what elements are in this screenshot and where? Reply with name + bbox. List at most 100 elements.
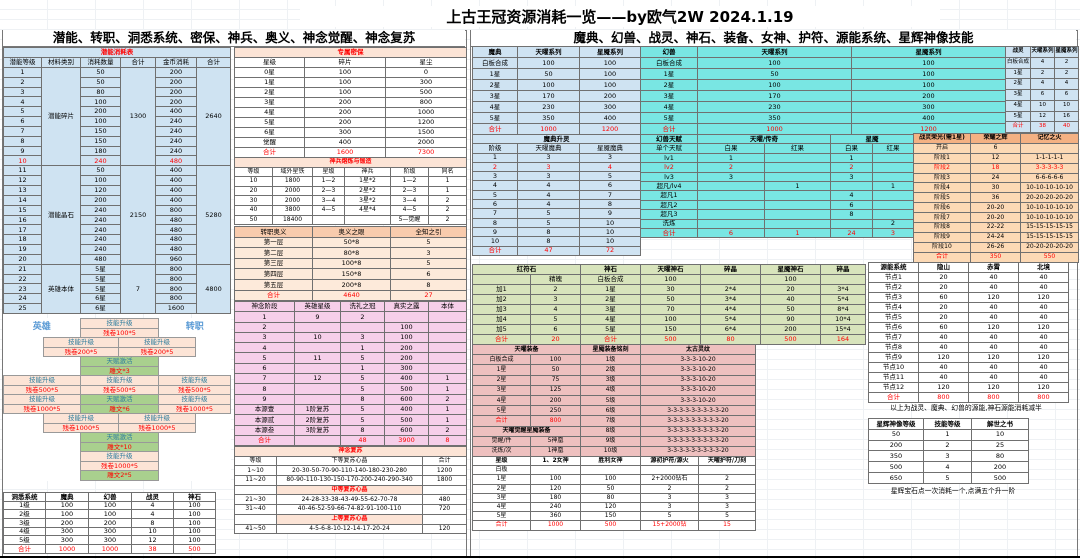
cell [764,199,831,211]
cell: 1 [764,227,831,239]
cell: 2星 [472,374,531,386]
table-row: 21~30 24-28-33-38-43-49-55-62-70-78 480 [234,494,468,506]
table-row: 8 5 10 [472,217,641,228]
cell: 天曜系列 [517,46,580,58]
cell: 第三层 [234,257,313,270]
cell [764,162,831,173]
table-row: 合计 1600 7300 [234,147,467,158]
cell: 960 [155,253,197,265]
cell: 4 [1030,56,1055,69]
cell: 480 [155,155,197,167]
cell: 100 [851,79,1006,91]
table-row: 天赋激活 [4,356,231,367]
cell: 120 [1018,292,1069,303]
table-row: 幻兽 天曜系列 星魇系列 [640,46,1006,58]
skill-upgrade-tree: 英雄 技能升级 转职 残卷100*5 技能升级 技能升级 残卷200*5 残卷200*5 天赋激… [2,318,232,481]
cell: 节点10 [868,362,919,373]
cell [294,383,341,395]
table-row: 1星 50 2级 3-3-3-10-20 [472,364,757,376]
table-row: 节点8 40 40 40 [868,342,1069,353]
cell: 300 [385,77,467,88]
cell: 40 [1018,312,1069,323]
cell [872,162,914,173]
cell: 350 [970,251,1021,263]
cell: 120 [421,523,468,535]
cell: 本源贰 [234,414,295,426]
table-row: 红符石 神石 天曜神石 碎晶 星魇神石 碎晶 [472,264,866,275]
yuanneng-note: 以上为战灵、魔典、幻兽的源能,神石源能消耗减半 [890,404,1042,412]
cell: 20-20 [970,212,1021,224]
cell: 40 [918,372,969,383]
cell: 150 [80,125,121,137]
cell: 120 [1018,382,1069,393]
cell: 1800 [272,176,313,187]
table-row: 50 1 10 [868,428,1029,441]
table-row: 本源贰 2阶复苏 5 500 1 [234,414,467,426]
cell: 50 [80,165,121,177]
zhanling-upstar-table: 战灵 天曜系列 星魇系列 白板合成 4 2 1星 2 2 2星 4 4 3星 6 6 4星 10 10 5星 12 16… [1005,46,1079,133]
cell: 50 [80,66,121,78]
cell: 300 [304,127,386,138]
modian-upstar-table: 魔典 天曜系列 星魇系列 白板合成 100 100 1星 50 100 2星 100 100 3星 170… [472,46,641,135]
table-row: 合计 800 7级 3-3-3-3-3-3-3-3-3-20 [472,415,757,427]
cell: 节点4 [868,302,919,313]
cell: 4 [517,189,580,201]
cell: 幻兽 [640,46,698,58]
cell: 星级 [472,455,531,467]
cell: 神石 [173,492,216,502]
cell: 100 [580,474,641,485]
cell: 300 [45,535,89,546]
cell: 18 [970,162,1021,174]
table-row: 潜能消耗表 [2,47,232,58]
cell: 20 [530,334,581,345]
table-row: 等级 下等复苏心晶 合计 [234,455,468,467]
cell: 3星 [472,90,518,102]
table-row: 阶段1 12 1-1-1-1-1 [913,152,1079,164]
weapon-forge-table: 神兵熔炼与锻造 等级 域外星铁 星级 神兵 阶级 同名 10 1800 1—2 1星*2 1—2 1 20… [233,157,468,226]
cell: 洗礼之冠 [340,300,385,313]
cell: 3 [697,171,765,182]
cell: 250 [529,405,582,417]
table-row: 加5 6 5星 150 6*4 200 15*4 [472,324,866,335]
cell: 300 [88,535,132,546]
cell [428,342,467,354]
cell: 6 [1054,89,1079,101]
table-row: 超凡/lv4 1 1 [640,180,914,192]
cell: 5 [340,403,385,416]
cell: 合计 [234,434,295,447]
cell: 6级 [580,405,642,417]
cell: 200 [384,352,429,364]
cell: 100 [851,68,1006,80]
cell: 转职 [185,322,204,333]
cell: 本体 [428,300,467,313]
cell: 100 [80,116,121,127]
cell: 3阶复苏 [294,424,341,436]
cell: 1 [923,428,972,441]
cell: 48 [340,434,385,447]
table-row: 阶段10 26-26 20-20-20-20-20 [913,241,1079,253]
table-row: 阶段5 36 20-20-20-20-20 [913,192,1079,204]
table-row: 2级 100 100 4 100 [3,509,216,520]
cell: 36 [970,192,1021,204]
cell: 2星*2 [344,185,391,197]
cell: 2阶复苏 [294,414,341,426]
table-row: 英雄 技能升级 转职 [4,318,231,332]
cell: 100 [579,68,641,80]
cell: 10-10-10-10-10 [1020,212,1079,224]
cell: 5*4 [820,294,866,305]
cell: 4*4 [700,304,761,315]
shenshi-upstar-table: 红符石 神石 天曜神石 碎晶 星魇神石 碎晶 精魄 白板合成 100 100 加1 2 1星 30 2*4 2… [472,264,866,345]
cell: 幻兽天赋 [640,133,698,145]
cell: 120 [530,483,581,494]
cell: 节点7 [868,332,919,343]
cell [384,311,429,323]
table-row: 觉醒 400 2000 [234,137,467,148]
cell: 合计 [913,251,971,263]
cell: 3 [923,450,972,463]
cell: 4 [1030,78,1055,90]
cell: 40 [968,312,1019,323]
table-row: 6星 300 1500 [234,127,467,138]
cell: 40 [234,204,273,216]
cell: 红果 [764,143,831,154]
cell: 碎片 [304,57,386,68]
